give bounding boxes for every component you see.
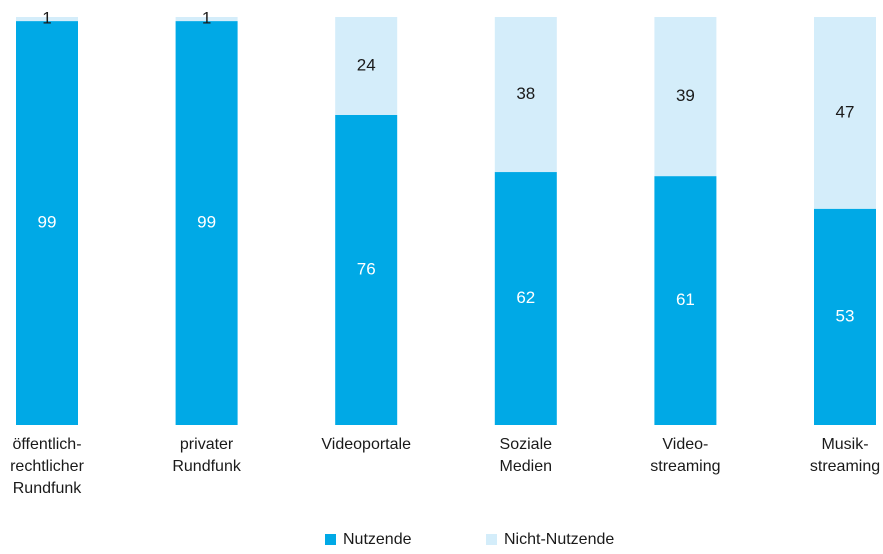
- bar-segment: [175, 17, 238, 22]
- data-label: 99: [38, 213, 57, 232]
- data-label: 24: [357, 55, 376, 74]
- bar-segment: [16, 21, 78, 426]
- x-tick-label: Rundfunk: [13, 480, 82, 497]
- bar-segment: [654, 17, 717, 177]
- legend-label: Nutzende: [343, 531, 412, 548]
- x-tick-label: Musik-: [821, 436, 868, 453]
- bar-segment: [814, 17, 876, 209]
- bar-segment: [335, 17, 398, 115]
- bar-segment: [654, 176, 717, 425]
- data-label: 61: [676, 290, 695, 309]
- data-label: 53: [836, 306, 855, 325]
- x-tick-label: Medien: [500, 458, 552, 475]
- x-tick-label: privater: [180, 436, 234, 453]
- legend-label: Nicht-Nutzende: [504, 531, 614, 548]
- data-label: 39: [676, 86, 695, 105]
- legend-swatch: [486, 534, 497, 545]
- x-tick-label: Rundfunk: [172, 458, 241, 475]
- x-tick-label: öffentlich-: [12, 436, 81, 453]
- bar-segment: [814, 208, 876, 425]
- data-label: 76: [357, 259, 376, 278]
- data-label: 1: [202, 9, 211, 28]
- x-tick-label: Video-: [662, 436, 708, 453]
- data-label: 47: [836, 102, 855, 121]
- x-tick-label: Videoportale: [321, 436, 411, 453]
- x-tick-label: streaming: [810, 458, 880, 475]
- x-tick-label: Soziale: [500, 436, 553, 453]
- bar-segment: [16, 17, 78, 22]
- x-tick-label: rechtlicher: [10, 458, 84, 475]
- data-label: 99: [197, 213, 216, 232]
- bar-segment: [494, 17, 557, 173]
- bar-segment: [494, 172, 557, 425]
- legend-swatch: [325, 534, 336, 545]
- data-label: 38: [516, 84, 535, 103]
- data-label: 62: [516, 288, 535, 307]
- bar-segment: [335, 114, 398, 426]
- data-label: 1: [42, 9, 51, 28]
- x-tick-label: streaming: [650, 458, 720, 475]
- bar-segment: [175, 21, 238, 426]
